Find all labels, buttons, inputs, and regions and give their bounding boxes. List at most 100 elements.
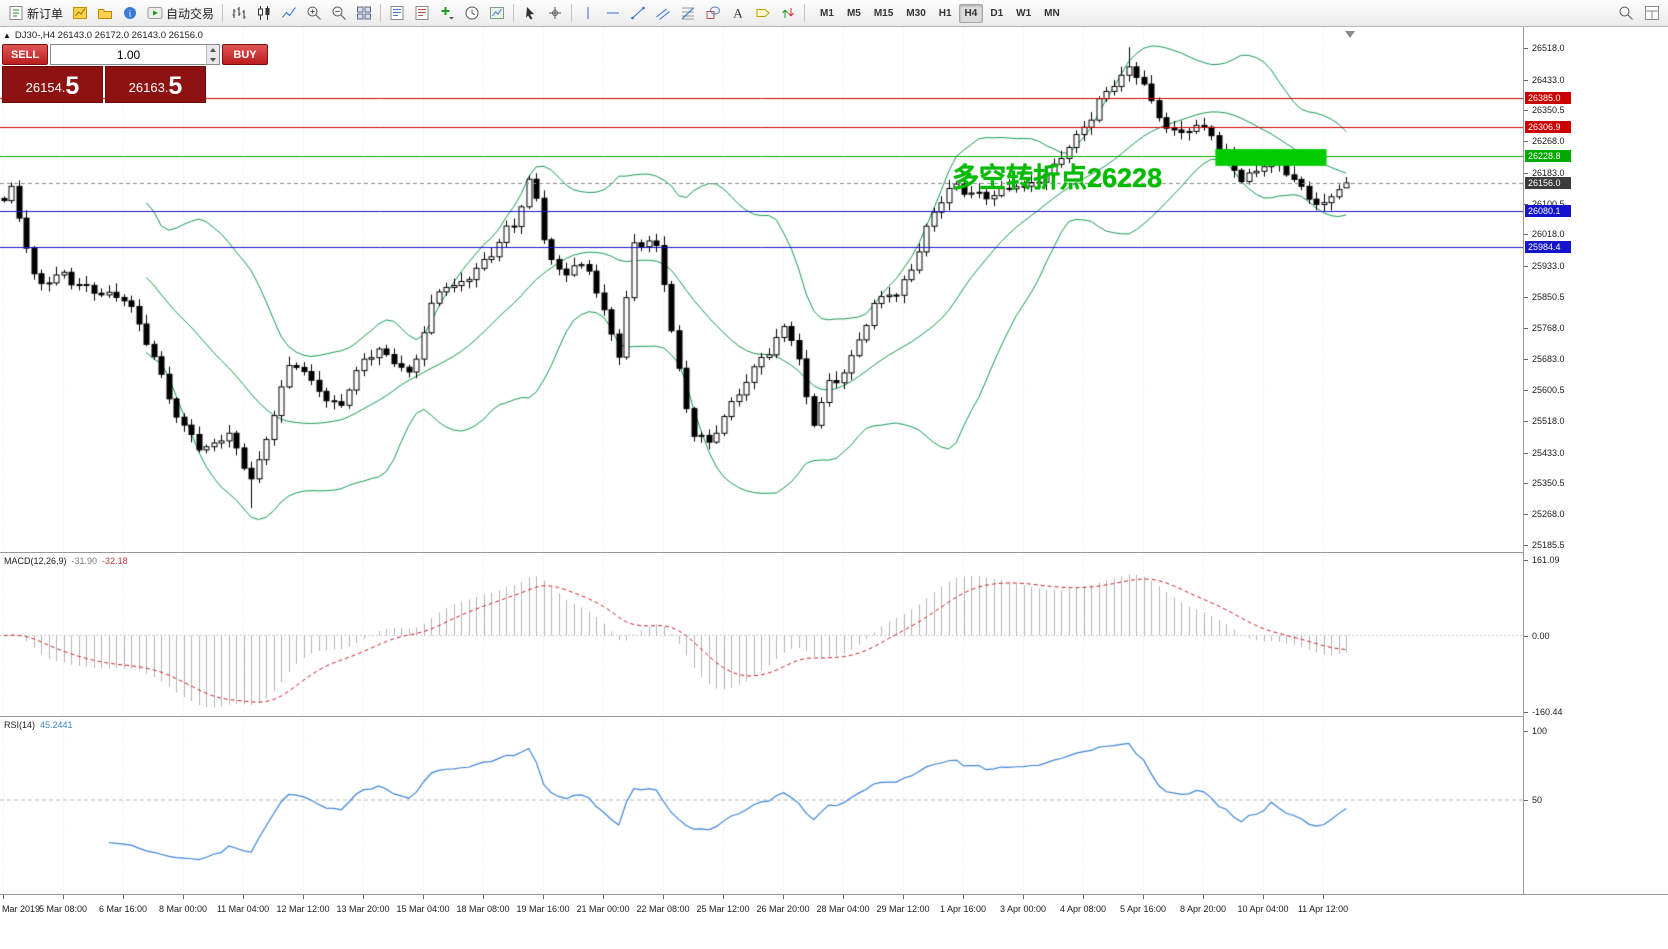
- macd-label: MACD(12,26,9) -31.90 -32.18: [4, 556, 128, 566]
- price-tick-mark: [1524, 390, 1528, 392]
- periods-button[interactable]: [460, 2, 484, 24]
- time-tick-label: 6 Mar 16:00: [98, 904, 148, 914]
- text-button[interactable]: A: [726, 2, 750, 24]
- bar-chart-button[interactable]: [227, 2, 251, 24]
- timeframe-h4[interactable]: H4: [958, 3, 984, 23]
- chart-annotation-text[interactable]: 多空转折点26228: [952, 163, 1163, 193]
- objects-list-button[interactable]: [410, 2, 434, 24]
- main-chart-canvas[interactable]: [0, 27, 1523, 552]
- new-order-label: 新订单: [27, 6, 64, 21]
- buy-price-value: 26163.: [128, 80, 169, 95]
- time-tick-label: 8 Mar 00:00: [158, 904, 208, 914]
- candlestick-chart-button[interactable]: [252, 2, 276, 24]
- sell-price-tile[interactable]: 26154. 5: [2, 66, 103, 103]
- buy-button[interactable]: BUY: [222, 44, 268, 65]
- panel-separator-macd[interactable]: [0, 552, 1668, 553]
- cursor-button[interactable]: [518, 2, 542, 24]
- new-order-button[interactable]: 新订单: [4, 2, 67, 24]
- text-label-button[interactable]: [751, 2, 775, 24]
- timeframe-d1[interactable]: D1: [990, 7, 1004, 19]
- price-axis[interactable]: 26518.0 26433.0 26350.5 26268.0 26183.0 26100…: [1524, 27, 1668, 894]
- vertical-line-button[interactable]: [576, 2, 600, 24]
- timeframe-m1[interactable]: M1: [820, 7, 834, 19]
- one-click-toggle[interactable]: ▲: [3, 31, 11, 40]
- zoom-out-button[interactable]: [327, 2, 351, 24]
- time-tick-label: 11 Mar 04:00: [216, 904, 270, 914]
- trendline-button[interactable]: [626, 2, 650, 24]
- panel-separator-rsi[interactable]: [0, 716, 1668, 717]
- time-tick-mark: [843, 895, 844, 899]
- market-watch-button[interactable]: i: [118, 2, 142, 24]
- price-tick-mark: [1524, 266, 1528, 268]
- add-indicator-icon: [441, 7, 455, 20]
- time-tick-label: 18 Mar 08:00: [456, 904, 510, 914]
- price-tick-label: 26018.0: [1532, 229, 1565, 240]
- crosshair-button[interactable]: [543, 2, 567, 24]
- indicators-list-button[interactable]: [385, 2, 409, 24]
- arrows-button[interactable]: [776, 2, 800, 24]
- timeframe-m15[interactable]: M15: [873, 7, 894, 19]
- volume-input[interactable]: [51, 45, 206, 64]
- timeframe-h1[interactable]: H1: [938, 7, 952, 19]
- time-tick-mark: [1263, 895, 1264, 899]
- time-tick-mark: [783, 895, 784, 899]
- price-tick-label: 25185.5: [1532, 540, 1565, 550]
- timeframe-m30[interactable]: M30: [906, 7, 926, 19]
- market-watch-icon: i: [124, 7, 137, 19]
- toolbar-separator: [804, 4, 806, 22]
- time-tick-mark: [243, 895, 244, 899]
- new-chart-button[interactable]: [68, 2, 92, 24]
- price-tick-mark: [1524, 327, 1528, 329]
- channel-button[interactable]: [651, 2, 675, 24]
- zoom-in-button[interactable]: [302, 2, 326, 24]
- chart-shift-marker[interactable]: [1345, 31, 1355, 38]
- time-tick-mark: [363, 895, 364, 899]
- price-tick-mark: [1524, 514, 1528, 516]
- timeframe-mn[interactable]: MN: [1044, 7, 1060, 19]
- line-chart-button[interactable]: [277, 2, 301, 24]
- trade-panel-prices: 26154. 5 26163. 5: [2, 66, 206, 103]
- price-tick-mark: [1524, 420, 1528, 422]
- layouts-button[interactable]: [1640, 2, 1664, 24]
- time-tick-mark: [63, 895, 64, 899]
- price-tick-label: 25350.5: [1532, 478, 1565, 489]
- time-axis[interactable]: Mar 2019 5 Mar 08:00 6 Mar 16:00 8 Mar 00:0…: [0, 894, 1668, 949]
- channel-icon: [656, 8, 670, 20]
- shapes-button[interactable]: [701, 2, 725, 24]
- rsi-panel-canvas[interactable]: [0, 716, 1523, 894]
- rsi-value: 45.2441: [40, 720, 73, 730]
- price-tick-label: 25768.0: [1532, 322, 1565, 333]
- buy-price-tile[interactable]: 26163. 5: [105, 66, 206, 103]
- timeframe-m5[interactable]: M5: [846, 7, 861, 19]
- symbol-info-bar: ▲ DJ30-,H4 26143.0 26172.0 26143.0 26156…: [3, 30, 203, 41]
- profiles-button[interactable]: [93, 2, 117, 24]
- macd-panel-canvas[interactable]: [0, 552, 1523, 716]
- volume-decrease-button[interactable]: [207, 54, 219, 64]
- crosshair-icon: [549, 7, 562, 19]
- fibonacci-button[interactable]: [676, 2, 700, 24]
- svg-text:i: i: [129, 9, 132, 19]
- time-tick-mark: [543, 895, 544, 899]
- timeframe-w1[interactable]: W1: [1016, 7, 1032, 19]
- trendline-icon: [631, 6, 645, 20]
- horizontal-line-button[interactable]: [601, 2, 625, 24]
- autotrade-button[interactable]: 自动交易: [143, 2, 218, 24]
- toolbar-right-group: [1614, 2, 1664, 24]
- search-button[interactable]: [1614, 2, 1638, 24]
- sell-button[interactable]: SELL: [2, 44, 48, 65]
- bar-chart-icon: [232, 7, 246, 19]
- price-tick-mark: [1524, 172, 1528, 174]
- horizontal-line-icon: [607, 12, 620, 14]
- price-level-tag: 25984.4: [1525, 241, 1571, 254]
- time-tick-label: Mar 2019: [2, 904, 41, 914]
- time-tick-mark: [183, 895, 184, 899]
- macd-tick-mark: [1524, 712, 1528, 713]
- time-tick-mark: [723, 895, 724, 899]
- add-indicator-button[interactable]: [435, 2, 459, 24]
- time-tick-label: 12 Mar 12:00: [276, 904, 330, 914]
- tile-windows-button[interactable]: [352, 2, 376, 24]
- templates-button[interactable]: [485, 2, 509, 24]
- price-tick-mark: [1524, 203, 1528, 205]
- volume-increase-button[interactable]: [207, 45, 219, 55]
